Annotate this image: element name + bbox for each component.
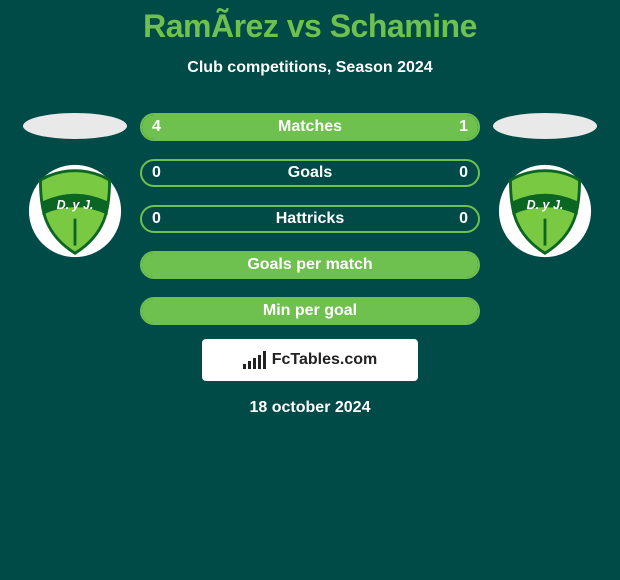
page-title: RamÃ­rez vs Schamine [0, 8, 620, 45]
stat-bar: Min per goal [140, 297, 480, 325]
logo-bar-segment [253, 358, 256, 369]
right-side-col: D. y J. [490, 113, 600, 259]
team-crest-left: D. y J. [27, 163, 123, 259]
stat-label: Goals [288, 164, 332, 182]
stat-value-right: 0 [459, 164, 468, 182]
subtitle: Club competitions, Season 2024 [0, 59, 620, 77]
stat-value-left: 0 [152, 210, 161, 228]
stat-bars: 4 1 Matches 0 0 Goals 0 0 Hattricks Goals per mat… [140, 113, 480, 325]
logo-bar-segment [258, 355, 261, 369]
infographic-root: RamÃ­rez vs Schamine Club competitions, … [0, 0, 620, 417]
main-row: D. y J. 4 1 Matches 0 0 Goals 0 0 Hattricks Goals… [0, 113, 620, 325]
logo-bar-segment [263, 351, 266, 369]
stat-bar: 4 1 Matches [140, 113, 480, 141]
svg-text:D. y J.: D. y J. [57, 198, 94, 212]
stat-label: Min per goal [263, 302, 357, 320]
stat-value-right: 1 [459, 118, 468, 136]
stat-bar: 0 0 Goals [140, 159, 480, 187]
stat-value-right: 0 [459, 210, 468, 228]
stat-label: Matches [278, 118, 342, 136]
stat-label: Goals per match [247, 256, 372, 274]
date-text: 18 october 2024 [0, 399, 620, 417]
stat-label: Hattricks [276, 210, 344, 228]
left-side-col: D. y J. [20, 113, 130, 259]
logo-bar-segment [248, 361, 251, 369]
source-logo-text: FcTables.com [272, 351, 378, 369]
logo-bar-segment [243, 364, 246, 369]
source-logo: FcTables.com [202, 339, 418, 381]
team-crest-right: D. y J. [497, 163, 593, 259]
stat-bar: Goals per match [140, 251, 480, 279]
stat-bar: 0 0 Hattricks [140, 205, 480, 233]
player-oval-right [493, 113, 597, 139]
player-oval-left [23, 113, 127, 139]
bar-chart-icon [243, 351, 266, 369]
stat-fill-left [142, 115, 411, 139]
svg-text:D. y J.: D. y J. [527, 198, 564, 212]
stat-value-left: 4 [152, 118, 161, 136]
stat-value-left: 0 [152, 164, 161, 182]
